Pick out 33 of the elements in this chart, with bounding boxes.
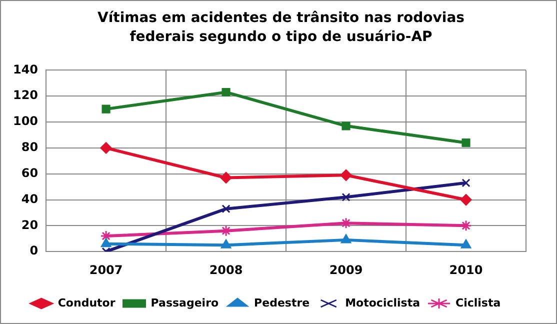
legend-label: Motociclista <box>345 296 420 310</box>
x-tick-label: 2010 <box>449 262 483 277</box>
y-tick-label: 40 <box>21 192 38 206</box>
point <box>460 239 472 248</box>
y-tick-label: 120 <box>12 88 38 102</box>
y-tick-label: 20 <box>21 218 38 232</box>
point <box>222 204 230 214</box>
point <box>342 122 350 130</box>
y-tick-label: 60 <box>21 166 38 180</box>
legend-label: Pedestre <box>254 296 310 310</box>
x-tick-label: 2008 <box>209 262 243 277</box>
x-tick-label: 2009 <box>329 262 363 277</box>
x-tick-label: 2007 <box>89 262 123 277</box>
point <box>220 172 232 184</box>
y-tick-label: 80 <box>21 140 38 154</box>
legend-label: Passageiro <box>150 296 219 310</box>
legend-label: Ciclista <box>456 296 501 310</box>
point <box>100 142 112 154</box>
point <box>462 138 470 148</box>
chart-title: Vítimas em acidentes de trânsito nas rodovias federais segundo o tipo de usuário-AP <box>96 9 466 47</box>
point <box>460 194 472 206</box>
point <box>220 239 232 248</box>
point <box>102 104 110 114</box>
point <box>340 169 352 181</box>
y-tick-label: 140 <box>12 62 38 76</box>
point <box>342 192 350 202</box>
point <box>462 178 470 188</box>
point <box>100 238 112 248</box>
point <box>222 88 230 97</box>
y-tick-label: 0 <box>30 244 38 258</box>
point <box>340 234 352 244</box>
legend-label: Condutor <box>58 296 116 310</box>
y-tick-label: 100 <box>12 114 38 128</box>
